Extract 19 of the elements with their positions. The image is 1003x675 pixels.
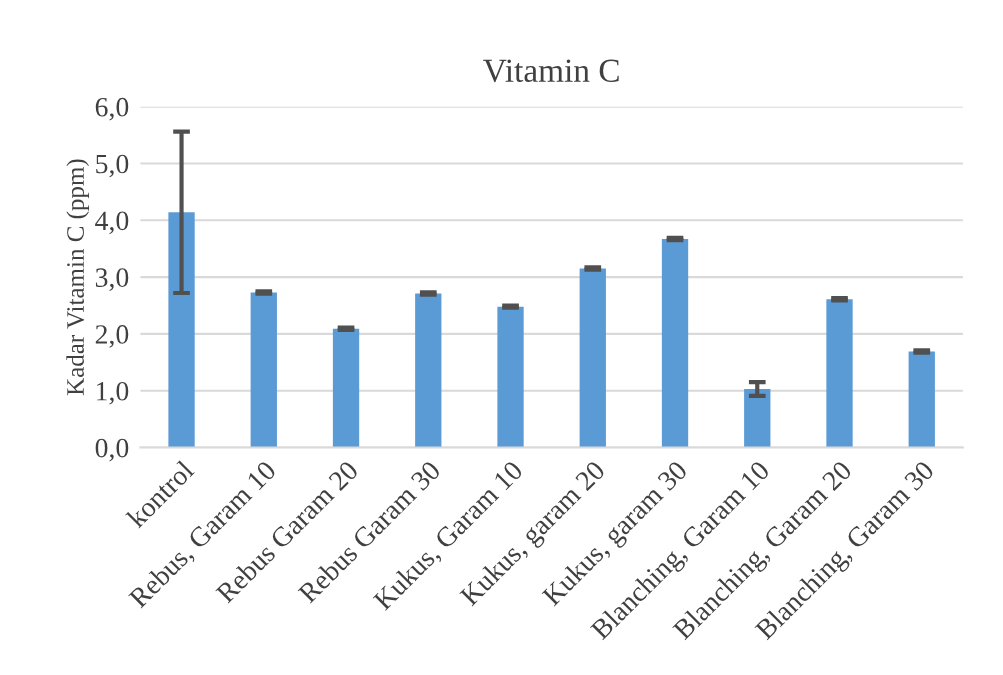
bar bbox=[579, 268, 606, 448]
bar bbox=[415, 293, 442, 448]
bar bbox=[661, 239, 689, 448]
bar bbox=[497, 306, 524, 448]
bar bbox=[826, 299, 853, 448]
y-tick-label: 2,0 bbox=[95, 325, 129, 348]
y-tick-label: 0,0 bbox=[95, 438, 129, 462]
y-tick-label: 3,0 bbox=[95, 268, 129, 291]
chart-title: Vitamin C bbox=[483, 59, 619, 83]
y-tick-label: 6,0 bbox=[95, 97, 129, 121]
y-tick-label: 4,0 bbox=[95, 211, 129, 235]
bar bbox=[332, 328, 360, 448]
bar bbox=[744, 389, 771, 448]
y-tick-label: 1,0 bbox=[97, 381, 129, 405]
y-tick-label: 5,0 bbox=[96, 154, 129, 178]
bar bbox=[250, 292, 277, 448]
y-axis-title: Kadar Vitamin C (ppm) bbox=[66, 159, 90, 396]
bar bbox=[908, 351, 935, 448]
bar bbox=[168, 212, 195, 448]
